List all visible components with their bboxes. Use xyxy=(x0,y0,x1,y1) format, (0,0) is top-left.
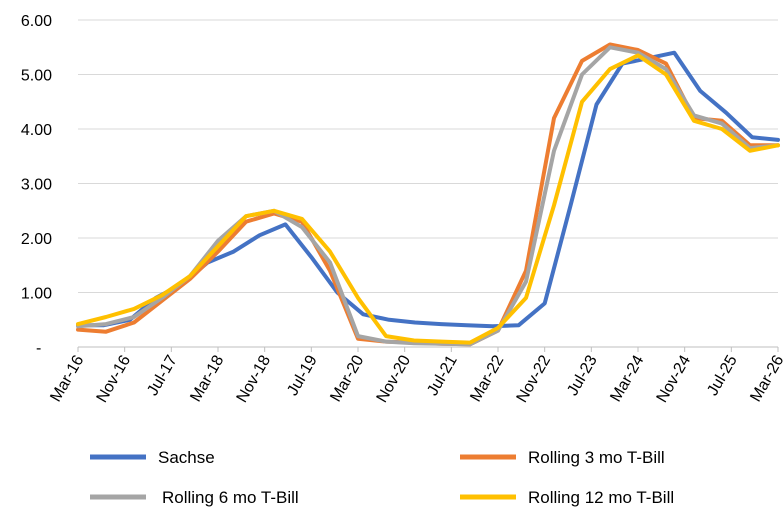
x-tick-label: Mar-18 xyxy=(187,352,227,404)
x-tick-label: Nov-20 xyxy=(374,352,415,405)
x-tick-label: Mar-24 xyxy=(607,352,647,404)
legend-label: Rolling 6 mo T-Bill xyxy=(162,488,299,507)
legend-entry-3: Rolling 12 mo T-Bill xyxy=(460,488,674,507)
x-tick-label: Jul-23 xyxy=(564,352,601,398)
x-tick-label: Jul-21 xyxy=(424,352,461,398)
series-lines xyxy=(76,42,780,347)
legend-label: Rolling 12 mo T-Bill xyxy=(528,488,674,507)
legend-entry-2: Rolling 6 mo T-Bill xyxy=(90,488,299,507)
legend-label: Rolling 3 mo T-Bill xyxy=(528,448,665,467)
x-tick-label: Jul-25 xyxy=(704,352,741,398)
y-tick-label: - xyxy=(36,340,41,357)
gridlines xyxy=(78,19,778,293)
x-tick-label: Jul-17 xyxy=(144,352,181,398)
x-tick-label: Mar-22 xyxy=(467,352,507,404)
legend: Sachse Rolling 3 mo T-Bill Rolling 6 mo T-… xyxy=(90,448,674,507)
x-tick-label: Jul-19 xyxy=(284,352,321,398)
y-tick-label: 6.00 xyxy=(21,13,52,30)
legend-entry-1: Rolling 3 mo T-Bill xyxy=(460,448,665,467)
x-tick-label: Nov-16 xyxy=(94,352,135,405)
y-tick-label: 5.00 xyxy=(21,68,52,85)
legend-entry-0: Sachse xyxy=(90,448,215,467)
y-tick-label: 3.00 xyxy=(21,177,52,194)
series-line-2 xyxy=(76,45,780,347)
x-tick-label: Mar-16 xyxy=(47,352,87,404)
y-tick-label: 2.00 xyxy=(21,231,52,248)
x-tick-label: Nov-18 xyxy=(234,352,275,405)
series-line-3 xyxy=(76,53,780,345)
x-tick-label: Nov-24 xyxy=(654,352,695,405)
y-tick-labels: - 1.00 2.00 3.00 4.00 5.00 6.00 xyxy=(21,13,52,357)
x-tick-label: Nov-22 xyxy=(514,352,555,405)
x-tick-label: Mar-20 xyxy=(327,352,367,404)
axes xyxy=(77,346,779,352)
x-tick-label: Mar-26 xyxy=(747,352,784,404)
y-tick-label: 1.00 xyxy=(21,286,52,303)
y-tick-label: 4.00 xyxy=(21,122,52,139)
x-tick-labels: Mar-16 Nov-16 Jul-17 Mar-18 Nov-18 Jul-19 Mar-… xyxy=(47,352,784,405)
legend-label: Sachse xyxy=(158,448,215,467)
